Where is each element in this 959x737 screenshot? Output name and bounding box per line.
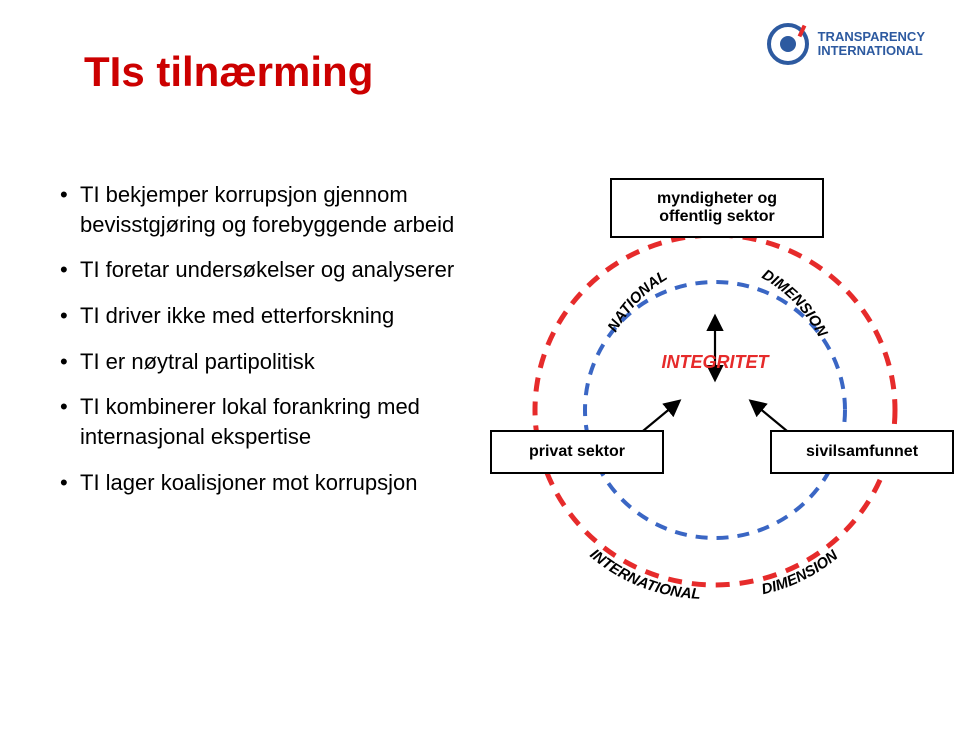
box-civil-society: sivilsamfunnet	[770, 430, 954, 474]
diagram-svg: INTEGRITET NATIONAL DIMENSION INTERNATIO…	[500, 180, 930, 640]
brand-logo: TRANSPARENCY INTERNATIONAL	[766, 22, 925, 66]
slide-title: TIs tilnærming	[84, 48, 373, 96]
svg-text:DIMENSION: DIMENSION	[760, 546, 842, 598]
logo-text: TRANSPARENCY INTERNATIONAL	[818, 30, 925, 57]
box-private-sector: privat sektor	[490, 430, 664, 474]
bullet-list: TI bekjemper korrupsjon gjennom bevisstg…	[60, 180, 500, 514]
bullet-item: TI lager koalisjoner mot korrupsjon	[60, 468, 500, 498]
box-authorities: myndigheter ogoffentlig sektor	[610, 178, 824, 238]
bullet-item: TI er nøytral partipolitisk	[60, 347, 500, 377]
svg-text:INTEGRITET: INTEGRITET	[662, 352, 771, 372]
svg-text:DIMENSION: DIMENSION	[759, 266, 831, 341]
logo-line2: INTERNATIONAL	[818, 44, 925, 58]
bullet-item: TI driver ikke med etterforskning	[60, 301, 500, 331]
svg-text:INTERNATIONAL: INTERNATIONAL	[587, 546, 701, 603]
bullet-item: TI bekjemper korrupsjon gjennom bevisstg…	[60, 180, 500, 239]
bullet-item: TI foretar undersøkelser og analyserer	[60, 255, 500, 285]
logo-mark-icon	[766, 22, 810, 66]
integrity-diagram: INTEGRITET NATIONAL DIMENSION INTERNATIO…	[500, 180, 930, 640]
logo-line1: TRANSPARENCY	[818, 30, 925, 44]
bullet-item: TI kombinerer lokal forankring med inter…	[60, 392, 500, 451]
svg-text:NATIONAL: NATIONAL	[604, 267, 670, 334]
